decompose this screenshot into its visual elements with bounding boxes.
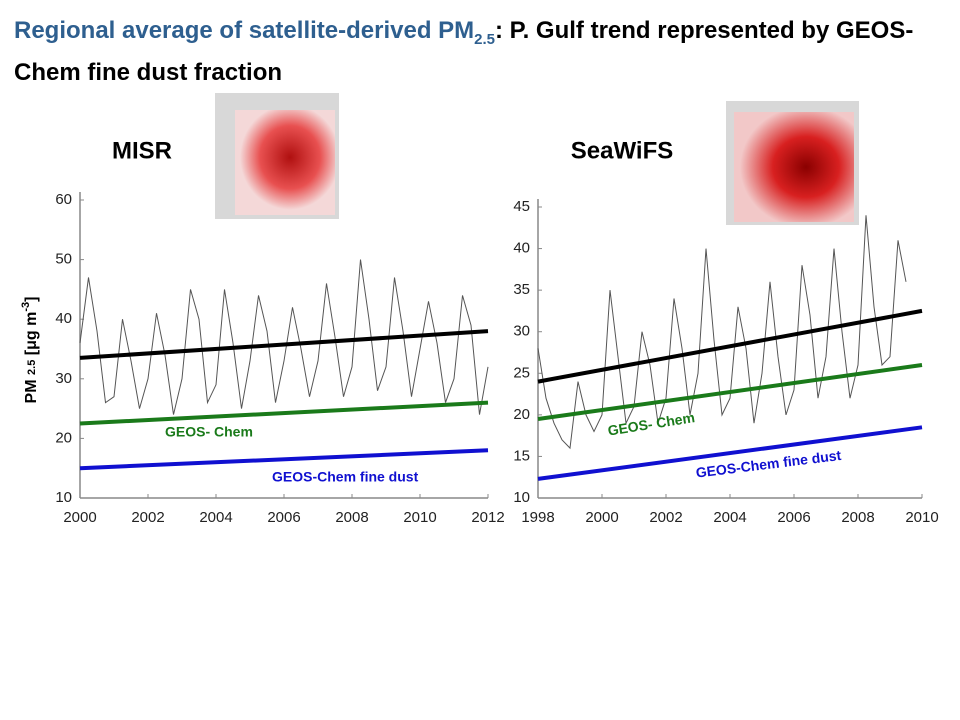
slide-title: Regional average of satellite-derived PM…	[14, 14, 944, 89]
y-tick-label: 25	[513, 364, 530, 381]
x-tick-label: 2000	[585, 509, 618, 526]
trend-line	[79, 400, 489, 426]
y-tick-label: 20	[513, 406, 530, 423]
chart-title: MISR	[112, 137, 172, 164]
y-tick-label: 10	[55, 489, 72, 506]
y-tick-label: 50	[55, 251, 72, 268]
data-line	[79, 259, 489, 415]
x-tick-label: 2008	[841, 509, 874, 526]
y-tick-label: 40	[55, 310, 72, 327]
map-heat	[734, 112, 854, 222]
y-tick-label: 30	[513, 323, 530, 340]
y-tick-label: 60	[55, 191, 72, 208]
y-tick-label: 30	[55, 370, 72, 387]
x-tick-label: 2010	[905, 509, 938, 526]
x-tick-label: 2006	[777, 509, 810, 526]
data-line	[538, 215, 922, 448]
trend-line	[537, 425, 923, 481]
title-subscript: 2.5	[474, 30, 496, 48]
x-tick-label: 2012	[471, 509, 504, 526]
x-tick-label: 2004	[199, 509, 232, 526]
title-part: : P. Gulf trend represented by GEOS-Chem…	[14, 17, 914, 86]
trend-line	[537, 308, 923, 384]
chart-title: SeaWiFS	[571, 137, 673, 164]
series-label: GEOS- Chem	[165, 424, 253, 440]
label-subscript: 2.5	[26, 360, 38, 375]
y-tick-label: 15	[513, 447, 530, 464]
x-tick-label: 2000	[63, 509, 96, 526]
trend-line	[79, 329, 489, 360]
y-tick-label: 20	[55, 429, 72, 446]
series-label: GEOS-Chem fine dust	[272, 469, 419, 485]
x-tick-label: 2002	[131, 509, 164, 526]
x-tick-label: 2008	[335, 509, 368, 526]
x-tick-label: 2004	[713, 509, 746, 526]
x-tick-label: 2010	[403, 509, 436, 526]
label-part: ]	[23, 297, 40, 302]
y-tick-label: 45	[513, 198, 530, 215]
label-superscript: -3	[20, 302, 32, 312]
y-tick-label: 10	[513, 489, 530, 506]
label-part: PM	[23, 375, 40, 403]
trend-line	[79, 448, 489, 471]
y-tick-label: 35	[513, 281, 530, 298]
x-tick-label: 1998	[521, 509, 554, 526]
x-tick-label: 2006	[267, 509, 300, 526]
y-axis-label: PM 2.5 [μg m-3]	[20, 297, 40, 404]
y-tick-label: 40	[513, 240, 530, 257]
trend-line	[537, 363, 923, 421]
series-label: GEOS-Chem fine dust	[695, 447, 842, 481]
title-part: Regional average of satellite-derived PM	[14, 17, 475, 44]
label-part: [μg m	[23, 312, 40, 360]
map-heat	[235, 110, 335, 215]
series-label: GEOS- Chem	[607, 409, 696, 439]
x-tick-label: 2002	[649, 509, 682, 526]
